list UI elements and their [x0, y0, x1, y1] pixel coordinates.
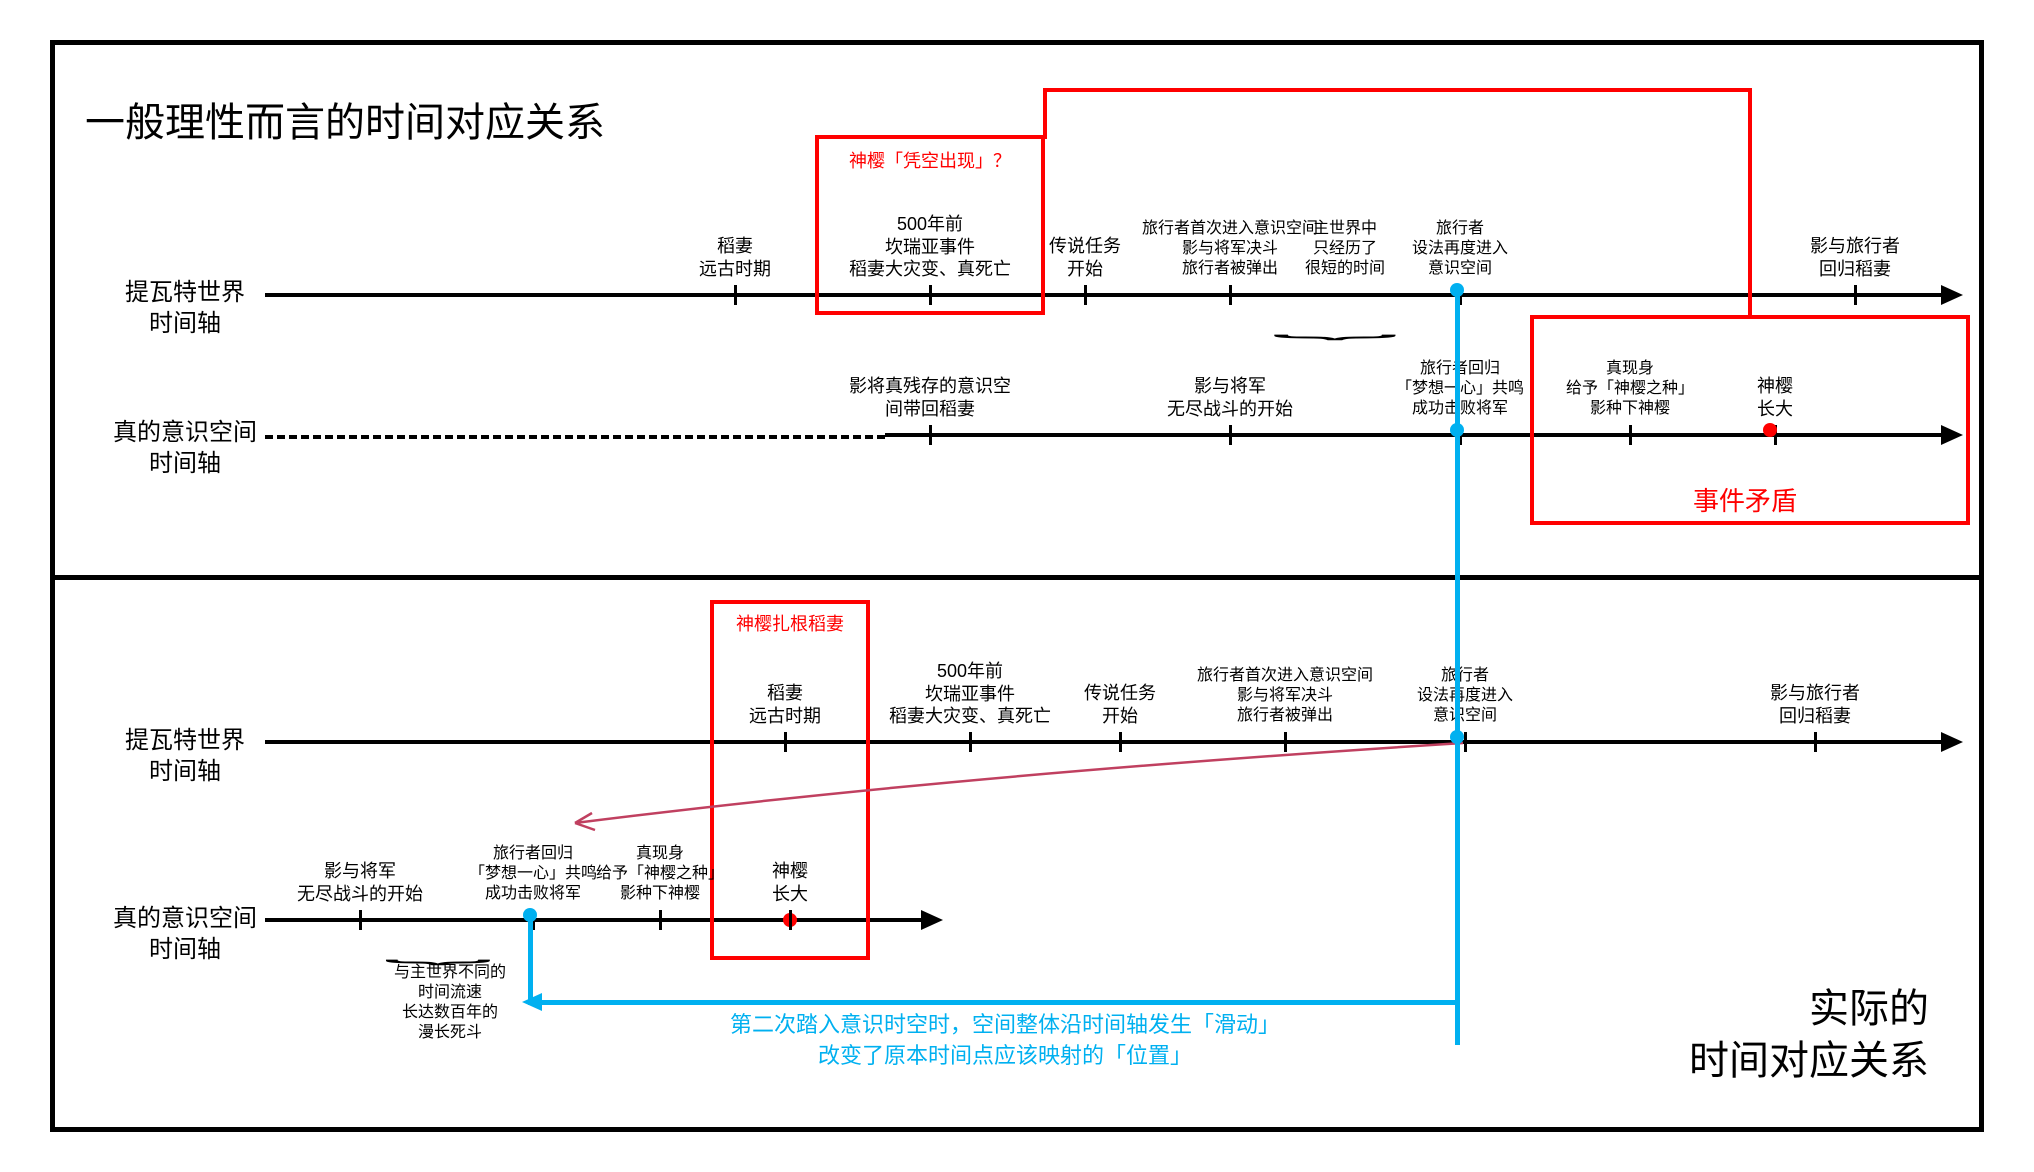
bottom-axis1-tick: [1284, 732, 1287, 752]
top-axis1-tick: [1229, 285, 1232, 305]
blue-dot-3: [1450, 730, 1464, 744]
top-axis1-event-label: 500年前坎瑞亚事件稻妻大灾变、真死亡: [849, 213, 1011, 281]
bottom-axis1-event-label: 旅行者设法再度进入意识空间: [1417, 666, 1513, 726]
top-axis1-event-label: 稻妻远古时期: [699, 235, 771, 280]
outer-frame: 一般理性而言的时间对应关系 提瓦特世界时间轴 真的意识空间时间轴 神樱「凭空出现…: [50, 40, 1984, 1132]
top-red-dot: [1763, 423, 1777, 437]
top-axis1-event-label: 主世界中只经历了很短的时间: [1305, 219, 1385, 279]
bottom-axis1-event-label: 影与旅行者回归稻妻: [1770, 682, 1860, 727]
bottom-axis2-tick: [789, 910, 792, 930]
bottom-axis1-event-label: 稻妻远古时期: [749, 682, 821, 727]
top-axis1-tick: [734, 285, 737, 305]
top-red-header: 神樱「凭空出现」？: [849, 150, 1011, 173]
top-axis2-event-label: 影与将军无尽战斗的开始: [1167, 375, 1293, 420]
blue-vline-2: [528, 910, 533, 1005]
blue-dot-1: [1450, 283, 1464, 297]
top-contradiction: 事件矛盾: [1693, 485, 1797, 518]
bottom-red-box: [710, 600, 870, 960]
bottom-axis1-event-label: 旅行者首次进入意识空间影与将军决斗旅行者被弹出: [1197, 666, 1373, 726]
blue-harrow: [540, 1000, 1460, 1005]
blue-dot-4: [523, 908, 537, 922]
bottom-axis1-event-label: 500年前坎瑞亚事件稻妻大灾变、真死亡: [889, 660, 1051, 728]
bottom-axis2-event-label: 真现身给予「神樱之种」影种下神樱: [596, 844, 724, 904]
bottom-axis1-tick: [784, 732, 787, 752]
blue-caption: 第二次踏入意识时空时，空间整体沿时间轴发生「滑动」改变了原本时间点应该映射的「位…: [665, 1010, 1345, 1072]
top-axis1-event-label: 旅行者设法再度进入意识空间: [1412, 219, 1508, 279]
top-axis1-event-label: 影与旅行者回归稻妻: [1810, 235, 1900, 280]
top-axis2-event-label: 影将真残存的意识空间带回稻妻: [849, 375, 1011, 420]
bottom-axis1-event-label: 传说任务开始: [1084, 682, 1156, 727]
top-axis2-tick: [1229, 425, 1232, 445]
top-axis1-tick: [1854, 285, 1857, 305]
bottom-brace-text: 与主世界不同的时间流速长达数百年的漫长死斗: [394, 963, 506, 1043]
top-axis1-label: 提瓦特世界时间轴: [105, 277, 265, 339]
top-brace: ⏟: [1272, 313, 1398, 337]
bottom-axis1-tick: [1464, 732, 1467, 752]
top-axis2-tick: [1629, 425, 1632, 445]
top-timeline-1: [265, 293, 1945, 297]
top-axis2-event-label: 真现身给予「神樱之种」影种下神樱: [1566, 359, 1694, 419]
bottom-axis2-label: 真的意识空间时间轴: [105, 903, 265, 965]
bottom-axis2-event-label: 旅行者回归「梦想一心」共鸣成功击败将军: [469, 844, 597, 904]
blue-vline-main: [1455, 285, 1460, 1045]
bottom-axis2-event-label: 影与将军无尽战斗的开始: [297, 860, 423, 905]
bottom-title: 实际的时间对应关系: [1689, 983, 1929, 1087]
top-timeline-1-arrow: [1941, 285, 1963, 305]
bottom-axis1-tick: [969, 732, 972, 752]
top-axis2-label: 真的意识空间时间轴: [105, 417, 265, 479]
bottom-axis2-tick: [359, 910, 362, 930]
blue-dot-2: [1450, 423, 1464, 437]
bottom-brace: ⏟: [384, 938, 492, 962]
bottom-timeline-1: [265, 740, 1945, 744]
bottom-timeline-1-arrow: [1941, 732, 1963, 752]
top-axis1-tick: [1084, 285, 1087, 305]
top-axis2-event-label: 神樱长大: [1757, 375, 1793, 420]
section-divider: [55, 575, 1979, 580]
top-axis1-event-label: 传说任务开始: [1049, 235, 1121, 280]
bottom-axis1-label: 提瓦特世界时间轴: [105, 725, 265, 787]
bottom-axis1-tick: [1119, 732, 1122, 752]
bottom-axis2-tick: [659, 910, 662, 930]
bottom-red-header: 神樱扎根稻妻: [736, 613, 844, 636]
bottom-axis1-tick: [1814, 732, 1817, 752]
top-timeline-2-dashed: [265, 435, 885, 439]
top-axis2-tick: [929, 425, 932, 445]
top-axis1-tick: [929, 285, 932, 305]
bottom-axis2-event-label: 神樱长大: [772, 860, 808, 905]
bottom-timeline-2-arrow: [921, 910, 943, 930]
top-title: 一般理性而言的时间对应关系: [85, 90, 605, 148]
top-axis2-event-label: 旅行者回归「梦想一心」共鸣成功击败将军: [1396, 359, 1524, 419]
top-axis1-event-label: 旅行者首次进入意识空间影与将军决斗旅行者被弹出: [1142, 219, 1318, 279]
blue-harrow-head: [522, 993, 542, 1011]
